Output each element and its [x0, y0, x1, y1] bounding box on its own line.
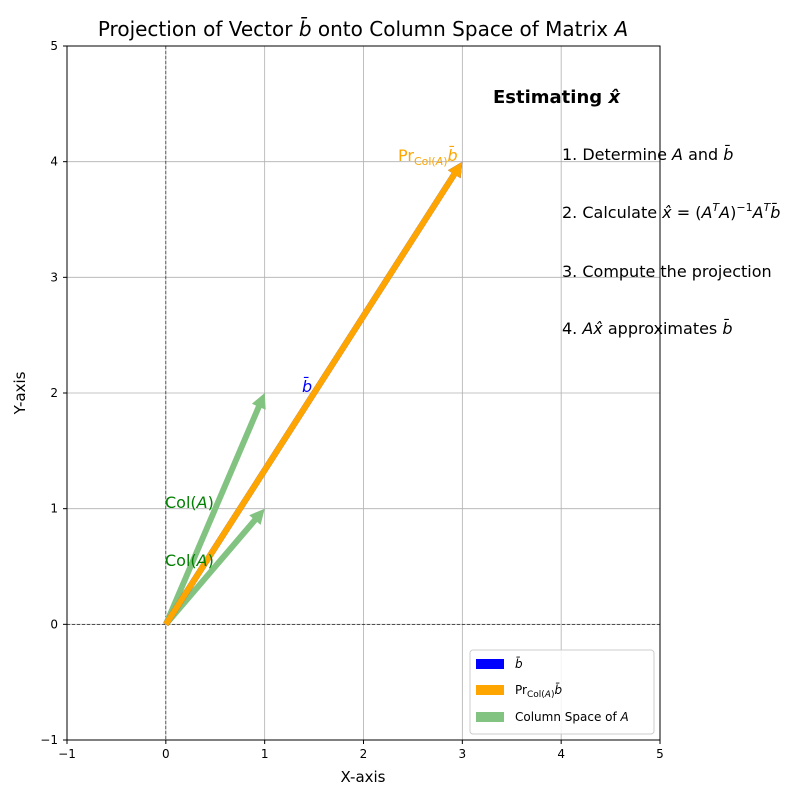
y-tick-label: 4: [50, 155, 58, 169]
y-tick-label: 5: [50, 39, 58, 53]
y-tick-label: 2: [50, 386, 58, 400]
vector-col2: [163, 393, 266, 626]
x-tick-label: 3: [459, 747, 467, 761]
step-1: 1. Determine A and b̄: [562, 145, 733, 164]
chart-title: Projection of Vector b̄ onto Column Spac…: [98, 16, 628, 41]
y-tick-label: 3: [50, 270, 58, 284]
x-tick-label: 0: [162, 747, 170, 761]
step-2: 2. Calculate x̂ = (ATA)−1ATb̄: [562, 201, 780, 222]
steps-title: Estimating x̂: [493, 87, 621, 108]
step-4: 4. Ax̂ approximates b̄: [562, 319, 733, 338]
col-a-label-2: Col(A): [165, 493, 214, 512]
x-tick-label: 5: [656, 747, 664, 761]
x-tick-label: 1: [261, 747, 269, 761]
y-tick-label: 1: [50, 502, 58, 516]
legend-label-b: b̄: [515, 657, 523, 671]
x-tick-label: −1: [58, 747, 76, 761]
x-axis-label: X-axis: [341, 768, 386, 786]
legend-box: [469, 649, 655, 735]
step-3: 3. Compute the projection: [562, 262, 772, 281]
x-tick-label: 2: [360, 747, 368, 761]
b-vector-label: b̄: [302, 377, 312, 396]
y-tick-label: −1: [40, 733, 58, 747]
legend: b̄ PrCol(A)b̄ Column Space of A: [469, 649, 655, 735]
legend-swatch-b: [476, 659, 504, 669]
y-tick-label: 0: [50, 617, 58, 631]
y-axis-label: Y-axis: [11, 371, 29, 415]
vector-proj: [163, 161, 463, 626]
legend-label-colspace: Column Space of A: [515, 710, 629, 724]
legend-swatch-proj: [476, 685, 504, 695]
zero-lines: [67, 46, 660, 740]
col-a-label-1: Col(A): [165, 551, 214, 570]
x-tick-label: 4: [557, 747, 565, 761]
vectors: [163, 161, 463, 627]
ticks: −1 0 1 2 3 4 5 −1 0 1 2 3 4 5: [40, 39, 664, 761]
legend-swatch-colspace: [476, 712, 504, 722]
vector-col1: [163, 508, 265, 627]
projection-label: PrCol(A)b̄: [398, 146, 458, 168]
